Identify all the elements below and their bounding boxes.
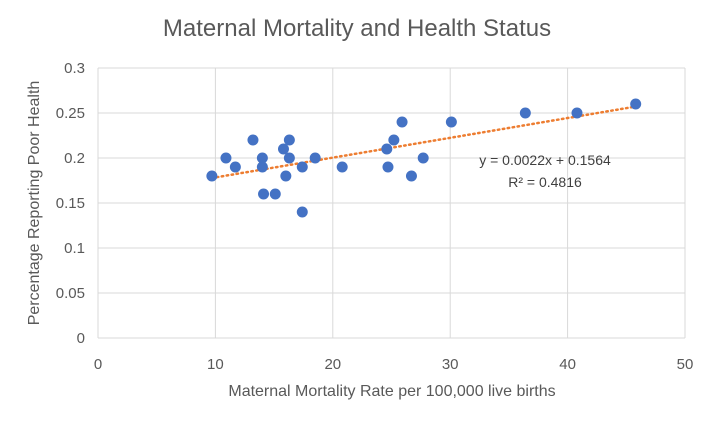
y-tick-label: 0.25	[56, 105, 85, 122]
data-point	[206, 170, 218, 182]
data-point	[388, 134, 400, 146]
y-tick-label: 0	[77, 330, 85, 347]
data-point	[630, 98, 642, 110]
data-point	[571, 107, 583, 119]
y-tick-label: 0.15	[56, 195, 85, 212]
data-point	[309, 152, 321, 164]
x-tick-label: 40	[559, 356, 576, 373]
gridlines	[97, 67, 686, 339]
data-point	[256, 161, 268, 173]
chart-title: Maternal Mortality and Health Status	[163, 15, 551, 42]
data-points	[206, 98, 642, 218]
x-tick-label: 30	[442, 356, 459, 373]
data-point	[382, 161, 394, 173]
x-tick-label: 20	[324, 356, 341, 373]
data-point	[396, 116, 408, 128]
data-point	[296, 206, 308, 218]
y-tick-label: 0.05	[56, 285, 85, 302]
data-point	[283, 152, 295, 164]
data-point	[381, 143, 393, 155]
data-point	[417, 152, 429, 164]
data-point	[229, 161, 241, 173]
x-tick-label: 0	[94, 356, 102, 373]
data-point	[445, 116, 457, 128]
data-point	[277, 143, 289, 155]
trendline-equation: y = 0.0022x + 0.1564	[479, 152, 611, 168]
data-point	[405, 170, 417, 182]
x-tick-label: 10	[207, 356, 224, 373]
y-tick-label: 0.2	[64, 150, 85, 167]
data-point	[220, 152, 232, 164]
trendline	[210, 105, 637, 180]
y-axis-ticks: 0 0.05 0.1 0.15 0.2 0.25 0.3	[56, 60, 85, 347]
data-point	[269, 188, 281, 200]
x-axis-title: Maternal Mortality Rate per 100,000 live…	[228, 383, 555, 400]
data-point	[256, 152, 268, 164]
trendline-r-squared: R² = 0.4816	[508, 174, 582, 190]
data-point	[296, 161, 308, 173]
data-point	[519, 107, 531, 119]
y-tick-label: 0.1	[64, 240, 85, 257]
y-tick-label: 0.3	[64, 60, 85, 77]
x-axis-ticks: 0 10 20 30 40 50	[94, 356, 694, 373]
data-point	[258, 188, 270, 200]
data-point	[280, 170, 292, 182]
trendline-group	[210, 105, 637, 180]
x-tick-label: 50	[677, 356, 694, 373]
data-point	[283, 134, 295, 146]
data-point	[247, 134, 259, 146]
y-axis-title: Percentage Reporting Poor Health	[26, 81, 43, 326]
data-point	[336, 161, 348, 173]
